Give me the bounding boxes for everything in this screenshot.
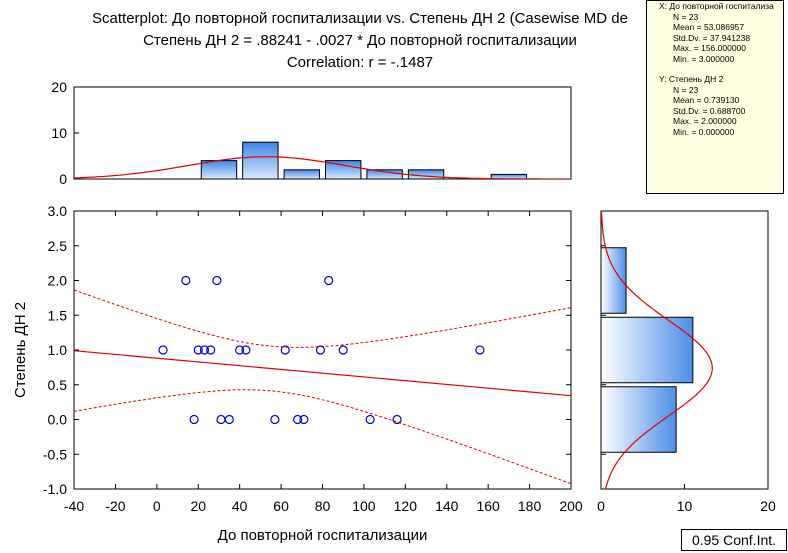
stats-y-line: Mean = 0.739130 xyxy=(673,95,740,105)
y-tick-label: 2.0 xyxy=(48,273,68,289)
title-line-2: Степень ДН 2 = .88241 - .0027 * До повто… xyxy=(143,32,577,49)
conf-int-legend: 0.95 Conf.Int. xyxy=(681,529,787,551)
y-histogram-curve-group xyxy=(601,212,713,489)
x-tick-label: 180 xyxy=(518,498,542,514)
data-point xyxy=(270,414,280,425)
data-point xyxy=(475,345,485,355)
x-axis-title: До повторной госпитализации xyxy=(218,527,428,544)
x-histogram-bar xyxy=(200,160,238,180)
stats-y-line: N = 23 xyxy=(673,84,699,95)
histogram-tick-label: 20 xyxy=(760,498,776,514)
x-tick-label: -20 xyxy=(105,498,125,514)
y-tick-label: 0.5 xyxy=(48,377,68,393)
stats-x-label: X: До повторной госпитализа xyxy=(659,1,774,11)
stats-x-line: N = 23 xyxy=(673,11,699,22)
stats-x-line: Std.Dv. = 37.941238 xyxy=(673,32,751,43)
y-histogram-bar xyxy=(600,316,694,384)
confidence-lower xyxy=(74,389,571,485)
x-tick-label: 0 xyxy=(153,498,161,514)
stats-y-label: Y: Степень ДН 2 xyxy=(659,74,724,84)
x-histogram-bar xyxy=(325,160,362,180)
x-tick-label: 140 xyxy=(435,498,459,514)
data-point xyxy=(293,414,303,425)
y-tick-label: 1.0 xyxy=(48,342,68,358)
y-tick-label: 0.0 xyxy=(48,412,68,428)
y-tick-label: -0.5 xyxy=(43,446,67,462)
data-point xyxy=(212,275,222,286)
x-histogram-frame xyxy=(73,86,572,180)
histogram-tick-label: 0 xyxy=(59,171,67,187)
y-tick-label: -1.0 xyxy=(43,481,67,497)
data-point xyxy=(299,414,309,425)
x-normal-curve xyxy=(74,156,571,179)
data-point xyxy=(199,345,210,355)
main-plot-frame xyxy=(73,210,572,490)
data-point xyxy=(315,345,326,355)
x-histogram-bar xyxy=(407,169,445,180)
x-tick-label: 20 xyxy=(190,498,206,514)
x-tick-label: 40 xyxy=(232,498,248,514)
data-point xyxy=(224,414,234,425)
x-tick-label: 100 xyxy=(352,498,376,514)
histogram-tick-label: 10 xyxy=(51,125,67,141)
regression-line xyxy=(74,350,571,397)
data-point xyxy=(365,414,375,425)
data-point xyxy=(193,345,203,355)
stats-y-line: Max. = 2.000000 xyxy=(673,116,737,126)
x-tick-label: 160 xyxy=(476,498,500,514)
main-plot-area: -40 -20 0 20 40 60 80 100 120 140 160 180 200 -1.0 -0.… xyxy=(43,203,583,514)
x-tick-label: -40 xyxy=(64,498,84,514)
x-histogram-curve-group xyxy=(74,156,571,179)
x-histogram-area: 0 10 20 xyxy=(51,79,572,187)
data-point xyxy=(189,414,199,425)
title-line-3: Correlation: r = -.1487 xyxy=(286,54,434,71)
data-point xyxy=(241,345,251,355)
title-line-1: Scatterplot: До повторной госпитализации… xyxy=(92,10,628,27)
stats-x-line: Max. = 156.000000 xyxy=(673,43,747,53)
histogram-tick-label: 0 xyxy=(597,498,605,514)
data-point xyxy=(206,345,216,355)
stats-x-line: Mean = 53.086957 xyxy=(673,22,745,32)
y-tick-label: 1.5 xyxy=(48,307,68,323)
x-histogram-bar xyxy=(283,169,321,180)
y-normal-curve xyxy=(601,212,713,489)
x-histogram-bar xyxy=(242,141,279,180)
data-point xyxy=(158,345,168,355)
data-point xyxy=(392,414,402,425)
x-tick-label: 80 xyxy=(315,498,331,514)
x-histogram-bar xyxy=(366,169,403,180)
data-point xyxy=(235,345,245,355)
stats-y-line: Min. = 0.000000 xyxy=(673,126,735,137)
y-tick-label: 2.5 xyxy=(48,238,68,254)
chart-title: Scatterplot: До повторной госпитализации… xyxy=(60,8,660,74)
data-point xyxy=(338,345,348,355)
x-tick-label: 200 xyxy=(559,498,583,514)
stats-x-line: Min. = 3.000000 xyxy=(673,53,735,64)
y-axis-title: Степень ДН 2 xyxy=(12,302,29,398)
x-tick-label: 120 xyxy=(394,498,418,514)
data-point xyxy=(324,275,334,286)
histogram-tick-label: 10 xyxy=(677,498,693,514)
y-histogram-area: 0 10 20 xyxy=(597,210,776,514)
x-tick-label: 60 xyxy=(273,498,289,514)
histogram-tick-label: 20 xyxy=(51,79,67,95)
y-histogram-bar xyxy=(600,386,677,453)
stats-y-line: Std.Dv. = 0.688700 xyxy=(673,105,746,116)
statistics-box: X: До повторной госпитализа N = 23 Mean … xyxy=(646,0,784,194)
data-point xyxy=(181,275,191,286)
y-tick-label: 3.0 xyxy=(48,203,68,219)
data-point xyxy=(280,345,290,355)
